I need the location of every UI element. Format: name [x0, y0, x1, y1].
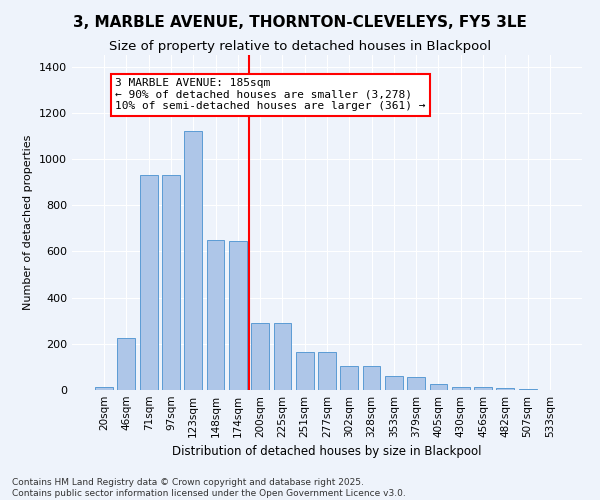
Bar: [430, 384, 448, 390]
Bar: [452, 386, 470, 390]
Bar: [496, 388, 514, 390]
Bar: [229, 241, 247, 390]
Bar: [474, 387, 492, 390]
Bar: [162, 175, 180, 390]
Y-axis label: Number of detached properties: Number of detached properties: [23, 135, 34, 310]
Text: Contains HM Land Registry data © Crown copyright and database right 2025.
Contai: Contains HM Land Registry data © Crown c…: [12, 478, 406, 498]
Text: 3, MARBLE AVENUE, THORNTON-CLEVELEYS, FY5 3LE: 3, MARBLE AVENUE, THORNTON-CLEVELEYS, FY…: [73, 15, 527, 30]
Bar: [274, 323, 292, 390]
Bar: [140, 175, 158, 390]
Bar: [184, 131, 202, 390]
Bar: [385, 376, 403, 390]
Bar: [95, 386, 113, 390]
Bar: [118, 338, 136, 390]
Bar: [340, 366, 358, 390]
Bar: [407, 378, 425, 390]
X-axis label: Distribution of detached houses by size in Blackpool: Distribution of detached houses by size …: [172, 446, 482, 458]
Bar: [206, 240, 224, 390]
Bar: [362, 366, 380, 390]
Bar: [318, 352, 336, 390]
Text: 3 MARBLE AVENUE: 185sqm
← 90% of detached houses are smaller (3,278)
10% of semi: 3 MARBLE AVENUE: 185sqm ← 90% of detache…: [115, 78, 426, 112]
Bar: [296, 352, 314, 390]
Bar: [251, 323, 269, 390]
Bar: [518, 389, 536, 390]
Text: Size of property relative to detached houses in Blackpool: Size of property relative to detached ho…: [109, 40, 491, 53]
